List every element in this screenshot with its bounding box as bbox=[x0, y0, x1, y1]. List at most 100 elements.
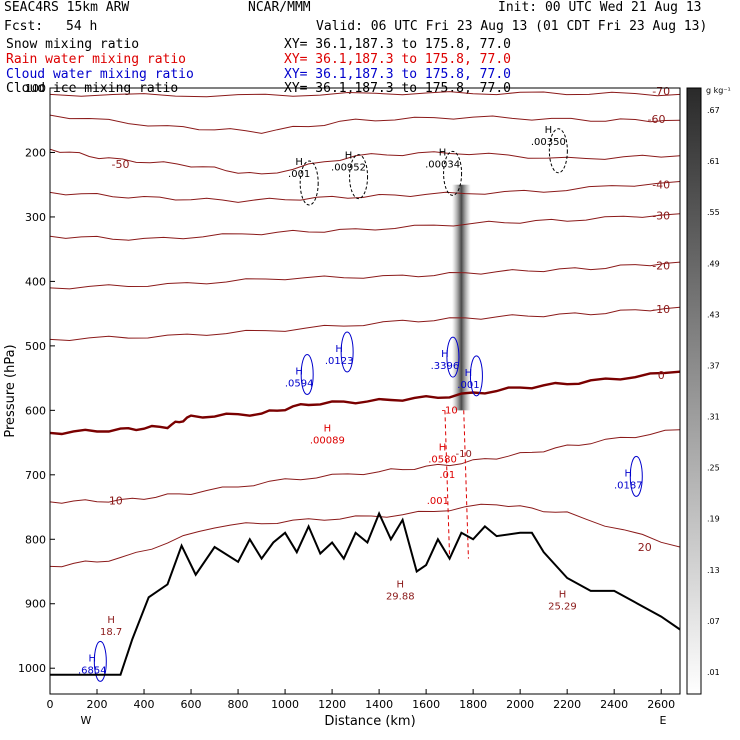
field-name-snow: Snow mixing ratio bbox=[6, 37, 140, 52]
x-end-label-east: E bbox=[660, 714, 667, 727]
maximum-h-marker: H bbox=[559, 590, 567, 601]
maximum-value-label: .3396 bbox=[431, 361, 460, 372]
x-tick-label: 200 bbox=[87, 698, 108, 711]
contour-label: -10 bbox=[441, 406, 457, 417]
colorbar-label: .01 bbox=[707, 668, 720, 677]
x-tick-label: 1800 bbox=[459, 698, 487, 711]
contour-label: .001 bbox=[427, 496, 449, 507]
org-name: NCAR/MMM bbox=[248, 0, 311, 15]
colorbar-label: .25 bbox=[707, 464, 720, 473]
maximum-value-label: 18.7 bbox=[100, 627, 122, 638]
maximum-value-label: 29.88 bbox=[386, 591, 415, 602]
contour-label: -10 bbox=[456, 449, 472, 460]
colorbar-label: .67 bbox=[707, 106, 720, 115]
maximum-h-marker: H bbox=[625, 468, 633, 479]
rain-contour bbox=[444, 410, 451, 559]
y-tick-label: 200 bbox=[25, 146, 46, 159]
maximum-value-label: .00350 bbox=[531, 137, 566, 148]
maximum-value-label: .0187 bbox=[614, 480, 643, 491]
cloud-water-contour bbox=[469, 355, 483, 397]
maximum-h-marker: H bbox=[439, 443, 447, 454]
y-tick-label: 500 bbox=[25, 340, 46, 353]
temperature-contour bbox=[50, 429, 680, 504]
y-tick-label: 800 bbox=[25, 533, 46, 546]
colorbar-unit: g kg⁻¹ bbox=[706, 86, 731, 95]
cloud-water-contour bbox=[93, 640, 107, 682]
y-axis-title: Pressure (hPa) bbox=[3, 344, 18, 437]
x-tick-label: 1400 bbox=[365, 698, 393, 711]
contour-label: .01 bbox=[439, 470, 455, 481]
maximum-value-label: .00034 bbox=[425, 159, 460, 170]
maximum-h-marker: H bbox=[345, 151, 353, 162]
cloud-water-contour bbox=[340, 331, 354, 373]
colorbar-label: .19 bbox=[707, 515, 720, 524]
contour-label: -20 bbox=[652, 259, 670, 272]
maximum-h-marker: H bbox=[441, 349, 449, 360]
contour-label: -10 bbox=[652, 303, 670, 316]
x-tick-label: 2400 bbox=[600, 698, 628, 711]
colorbar: g kg⁻¹ .01 .07 .13 .19 .25 .31 .37 .43 .49 .55 .61… bbox=[686, 86, 731, 695]
model-name: SEAC4RS 15km ARW bbox=[4, 0, 130, 15]
snow-contour bbox=[548, 128, 568, 174]
maximum-h-marker: H bbox=[295, 157, 303, 168]
temperature-contour bbox=[50, 181, 680, 203]
maximum-value-label: .00089 bbox=[310, 435, 345, 446]
rain-contour bbox=[463, 410, 469, 559]
temperature-contour bbox=[50, 503, 680, 568]
field-xy-rain: XY= 36.1,187.3 to 175.8, 77.0 bbox=[284, 52, 511, 67]
fcst-label: Fcst: bbox=[4, 19, 44, 34]
snow-contour bbox=[299, 160, 319, 206]
colorbar-label: .13 bbox=[707, 566, 720, 575]
maximum-value-label: .00952 bbox=[331, 163, 366, 174]
field-xy-cloud-water: XY= 36.1,187.3 to 175.8, 77.0 bbox=[284, 67, 511, 82]
maximum-h-marker: H bbox=[439, 147, 447, 158]
x-axis-title: Distance (km) bbox=[324, 714, 415, 729]
x-tick-label: 600 bbox=[181, 698, 202, 711]
maximum-h-marker: H bbox=[335, 344, 343, 355]
contour-label: -50 bbox=[112, 158, 130, 171]
colorbar-label: .61 bbox=[707, 157, 720, 166]
maximum-h-marker: H bbox=[295, 367, 303, 378]
valid-time: Valid: 06 UTC Fri 23 Aug 13 (01 CDT Fri … bbox=[316, 19, 708, 34]
temperature-contour bbox=[50, 114, 680, 134]
x-tick-label: 400 bbox=[134, 698, 155, 711]
contour-label: 10 bbox=[109, 495, 123, 508]
maximum-value-label: .001 bbox=[457, 380, 479, 391]
contour-label: -40 bbox=[652, 179, 670, 192]
field-name-rain: Rain water mixing ratio bbox=[6, 52, 187, 67]
temperature-contour bbox=[50, 370, 680, 436]
y-tick-label: 700 bbox=[25, 469, 46, 482]
colorbar-gradient bbox=[686, 87, 702, 695]
y-tick-label: 600 bbox=[25, 404, 46, 417]
x-tick-label: 1000 bbox=[271, 698, 299, 711]
x-tick-label: 2000 bbox=[506, 698, 534, 711]
colorbar-label: .49 bbox=[707, 259, 720, 268]
maximum-h-marker: H bbox=[545, 125, 553, 136]
y-tick-label: 1000 bbox=[18, 662, 46, 675]
maximum-h-marker: H bbox=[107, 615, 115, 626]
cloud-water-contour bbox=[446, 336, 460, 378]
maximum-h-marker: H bbox=[89, 653, 97, 664]
maximum-value-label: .6854 bbox=[78, 665, 107, 676]
field-name-cloud-water: Cloud water mixing ratio bbox=[6, 67, 194, 82]
label-layer: -70-60-50-40-30-20-1001020H.001H.00952H.… bbox=[78, 85, 670, 676]
x-tick-label: 1600 bbox=[412, 698, 440, 711]
maximum-value-label: .0123 bbox=[325, 356, 354, 367]
snow-contour bbox=[349, 154, 369, 200]
contour-label: -60 bbox=[648, 113, 666, 126]
colorbar-label: .31 bbox=[707, 413, 720, 422]
init-time: Init: 00 UTC Wed 21 Aug 13 bbox=[498, 0, 702, 15]
y-tick-label: 300 bbox=[25, 211, 46, 224]
contour-label: -30 bbox=[652, 210, 670, 223]
cloud-water-contour bbox=[300, 354, 314, 396]
temperature-contour bbox=[50, 306, 680, 342]
colorbar-label: .55 bbox=[707, 208, 720, 217]
x-tick-label: 2600 bbox=[647, 698, 675, 711]
colorbar-label: .37 bbox=[707, 361, 720, 370]
x-tick-label: 0 bbox=[47, 698, 54, 711]
plot-frame bbox=[49, 87, 681, 695]
terrain-line bbox=[50, 510, 680, 676]
fcst-value: 54 h bbox=[66, 19, 98, 34]
temperature-contour bbox=[50, 148, 680, 175]
